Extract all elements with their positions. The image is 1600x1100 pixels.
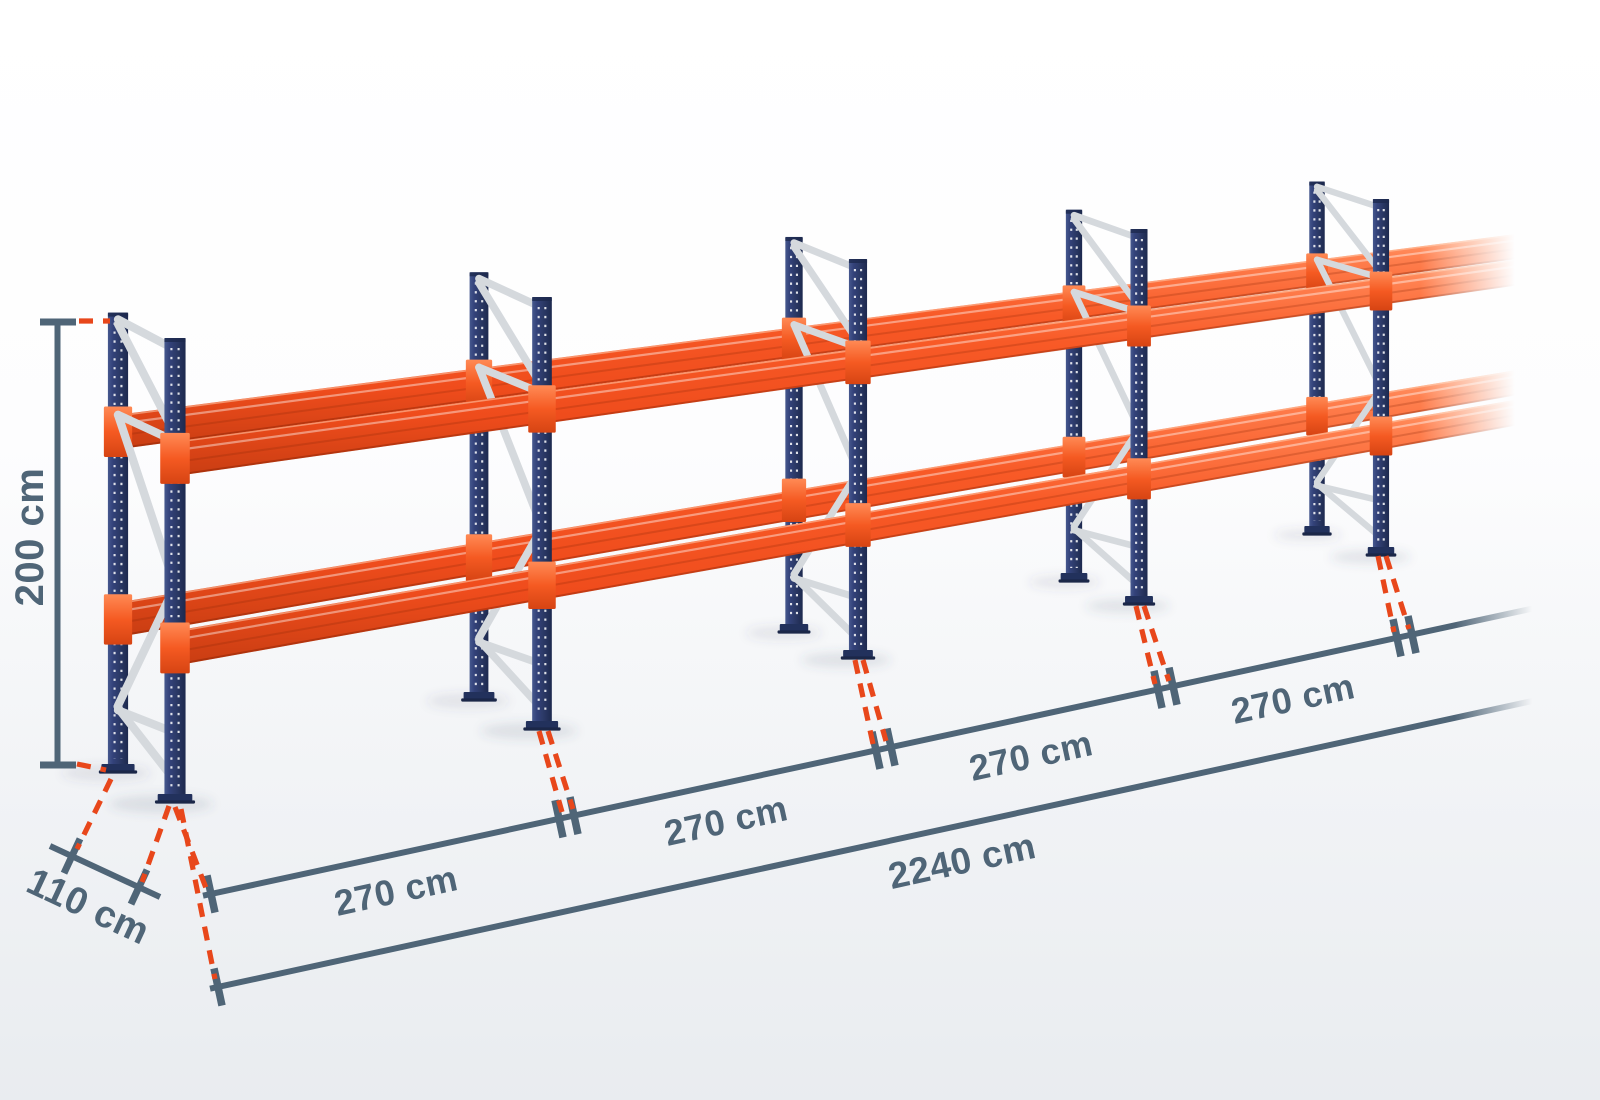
- height-dimension: [40, 318, 76, 769]
- rack-back-beam-connectors: [103, 253, 1328, 645]
- rack-front-beams: [170, 259, 1516, 667]
- height-dimension-label: 200 cm: [8, 467, 52, 607]
- rack-back-beams: [113, 234, 1516, 638]
- rack-front-beam-connectors: [160, 271, 1393, 674]
- projection-guides: [74, 318, 1412, 980]
